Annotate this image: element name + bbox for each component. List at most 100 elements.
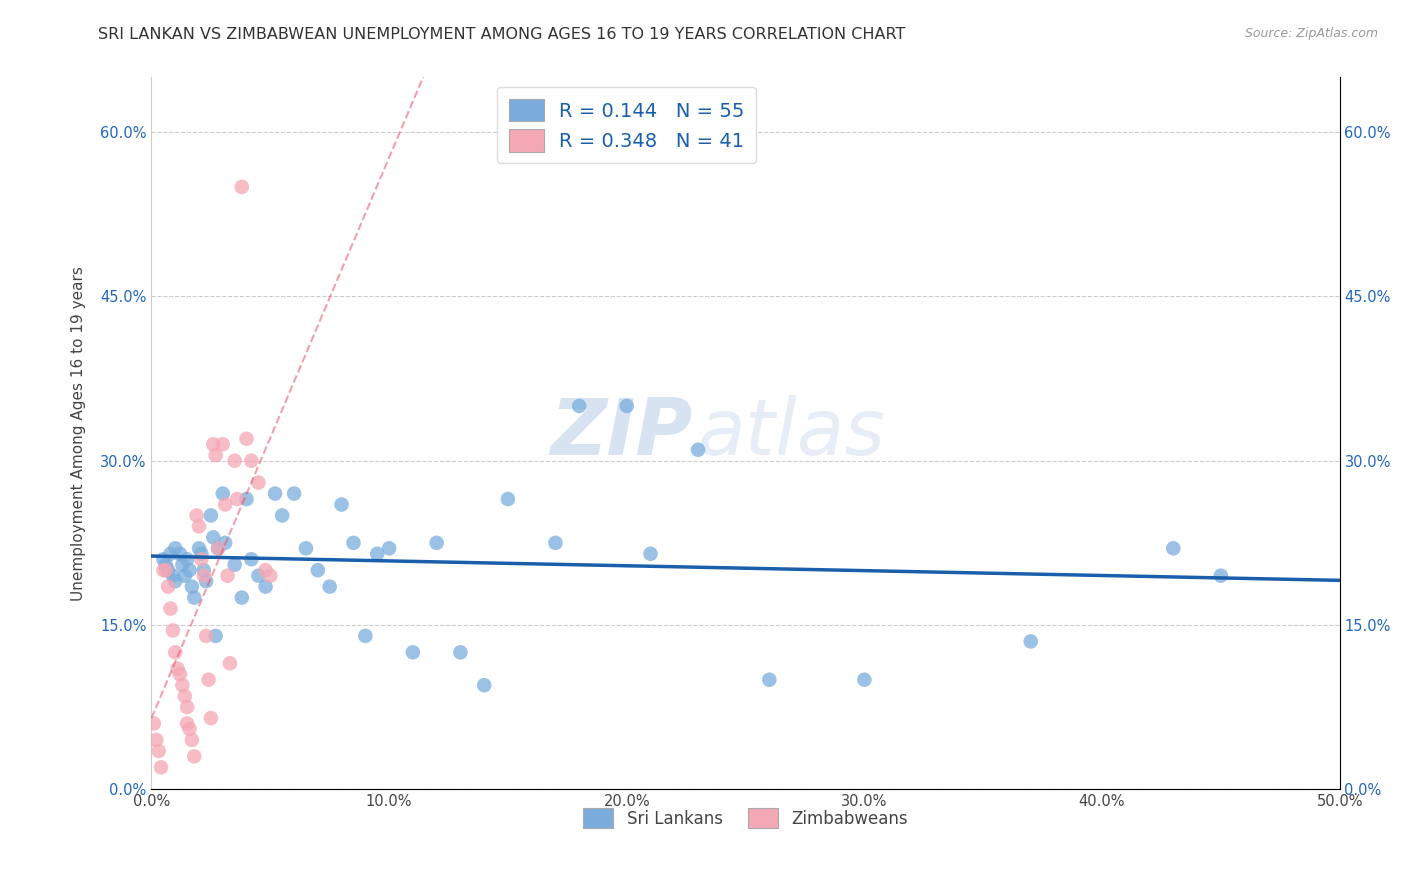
Point: [226, 491, 249, 506]
Point: [180, 733, 202, 747]
Point: [283, 486, 305, 500]
Point: [172, 558, 194, 572]
Point: [162, 568, 184, 582]
Point: [188, 541, 211, 556]
Point: [152, 563, 174, 577]
Point: [190, 552, 212, 566]
Point: [224, 558, 246, 572]
Point: [169, 547, 191, 561]
Point: [254, 563, 277, 577]
Point: [207, 541, 229, 556]
Point: [259, 568, 281, 582]
Point: [165, 574, 187, 589]
Point: [176, 700, 198, 714]
Point: [330, 498, 353, 512]
Point: [173, 689, 195, 703]
Point: [159, 547, 181, 561]
Point: [378, 541, 401, 556]
Point: [271, 508, 294, 523]
Point: [235, 432, 257, 446]
Point: [179, 563, 201, 577]
Point: [195, 574, 218, 589]
Point: [155, 563, 177, 577]
Point: [165, 645, 187, 659]
Point: [686, 442, 709, 457]
Point: [496, 491, 519, 506]
Point: [616, 399, 638, 413]
Point: [159, 601, 181, 615]
Point: [1161, 541, 1184, 556]
Point: [188, 519, 211, 533]
Point: [176, 716, 198, 731]
Point: [366, 547, 388, 561]
Point: [204, 448, 226, 462]
Point: [172, 678, 194, 692]
Point: [449, 645, 471, 659]
Point: [211, 486, 233, 500]
Point: [758, 673, 780, 687]
Point: [214, 498, 236, 512]
Point: [1209, 568, 1232, 582]
Point: [231, 180, 253, 194]
Point: [193, 568, 215, 582]
Point: [240, 453, 263, 467]
Point: [217, 568, 239, 582]
Point: [202, 530, 225, 544]
Point: [186, 508, 208, 523]
Text: SRI LANKAN VS ZIMBABWEAN UNEMPLOYMENT AMONG AGES 16 TO 19 YEARS CORRELATION CHAR: SRI LANKAN VS ZIMBABWEAN UNEMPLOYMENT AM…: [98, 27, 905, 42]
Point: [169, 667, 191, 681]
Point: [214, 536, 236, 550]
Point: [307, 563, 329, 577]
Point: [853, 673, 876, 687]
Point: [173, 568, 195, 582]
Point: [179, 722, 201, 736]
Point: [342, 536, 364, 550]
Text: Source: ZipAtlas.com: Source: ZipAtlas.com: [1244, 27, 1378, 40]
Point: [152, 552, 174, 566]
Point: [204, 629, 226, 643]
Text: atlas: atlas: [697, 395, 886, 471]
Point: [568, 399, 591, 413]
Point: [176, 552, 198, 566]
Point: [426, 536, 449, 550]
Point: [219, 657, 242, 671]
Point: [193, 563, 215, 577]
Point: [180, 580, 202, 594]
Point: [142, 716, 165, 731]
Point: [354, 629, 377, 643]
Point: [472, 678, 495, 692]
Point: [247, 475, 270, 490]
Point: [1019, 634, 1042, 648]
Point: [150, 760, 173, 774]
Point: [231, 591, 253, 605]
Point: [195, 629, 218, 643]
Point: [254, 580, 277, 594]
Point: [640, 547, 662, 561]
Point: [166, 662, 188, 676]
Point: [155, 558, 177, 572]
Point: [157, 580, 180, 594]
Point: [183, 591, 205, 605]
Point: [200, 508, 222, 523]
Point: [157, 563, 180, 577]
Point: [247, 568, 270, 582]
Point: [264, 486, 287, 500]
Point: [200, 711, 222, 725]
Point: [183, 749, 205, 764]
Point: [295, 541, 318, 556]
Legend: Sri Lankans, Zimbabweans: Sri Lankans, Zimbabweans: [576, 802, 914, 834]
Point: [235, 491, 257, 506]
Point: [148, 744, 170, 758]
Point: [190, 547, 212, 561]
Point: [197, 673, 219, 687]
Y-axis label: Unemployment Among Ages 16 to 19 years: Unemployment Among Ages 16 to 19 years: [72, 266, 86, 601]
Point: [402, 645, 425, 659]
Text: ZIP: ZIP: [550, 395, 692, 471]
Point: [240, 552, 263, 566]
Point: [202, 437, 225, 451]
Point: [207, 541, 229, 556]
Point: [162, 624, 184, 638]
Point: [319, 580, 342, 594]
Point: [211, 437, 233, 451]
Point: [544, 536, 567, 550]
